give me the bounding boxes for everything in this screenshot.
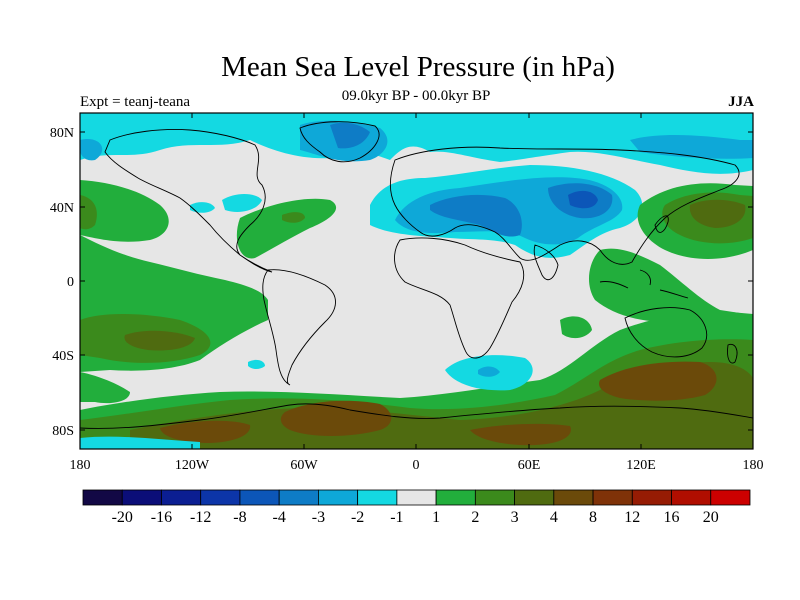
lon-label: 120W — [175, 458, 210, 473]
coastline-australia — [624, 307, 708, 358]
colorbar-label: -8 — [233, 509, 246, 526]
colorbar-label: 12 — [624, 509, 640, 526]
colorbar-label: 1 — [432, 509, 440, 526]
colorbar-label: -4 — [273, 509, 286, 526]
pressure-field — [80, 113, 753, 449]
coastline-south-america — [262, 269, 336, 386]
lat-label: 40S — [52, 349, 74, 364]
field-southern-brown-far-west — [160, 420, 251, 443]
coastline-greenland — [299, 121, 380, 163]
field-atlantic-cyan-blob — [222, 194, 262, 212]
coastline-indonesia — [599, 269, 689, 299]
field-canada-cyan-blob — [190, 202, 215, 213]
field-npacific-green — [80, 180, 169, 242]
field-wpacific-brown — [689, 199, 746, 228]
colorbar-swatch — [592, 489, 633, 506]
chart-title: Mean Sea Level Pressure (in hPa) — [221, 51, 615, 83]
coastline-north-america — [104, 129, 273, 273]
coastline-new-zealand — [727, 343, 738, 364]
coastline-india — [533, 244, 559, 281]
field-south-pacific-darkolive — [124, 330, 195, 351]
colorbar-swatch — [200, 489, 241, 506]
colorbar-swatch — [553, 489, 594, 506]
colorbar: -20 -16 -12 -8 -4 -3 -2 -1 1 2 3 4 8 12 16 20 — [82, 489, 751, 526]
field-eurasia-blue — [430, 194, 522, 237]
field-south-pacific-cyan-small — [248, 359, 265, 369]
coastline-japan — [654, 215, 669, 233]
coastline-africa — [394, 237, 525, 359]
field-central-asia-darkblue — [568, 190, 598, 209]
colorbar-swatch — [474, 489, 515, 506]
lon-label: 180 — [743, 458, 764, 473]
field-atlantic-green — [236, 198, 337, 259]
colorbar-label: -3 — [312, 509, 325, 526]
lat-label: 80N — [50, 126, 74, 141]
experiment-label: Expt = teanj-teana — [80, 94, 191, 110]
colorbar-swatch — [278, 489, 319, 506]
field-southern-brown-east — [599, 361, 717, 401]
field-southern-brown-west — [280, 400, 392, 436]
colorbar-label: 4 — [550, 509, 558, 526]
colorbar-label: 3 — [511, 509, 519, 526]
colorbar-swatch — [710, 489, 751, 506]
colorbar-label: -16 — [151, 509, 172, 526]
lon-label: 0 — [413, 458, 420, 473]
colorbar-label: -20 — [112, 509, 133, 526]
period-label: 09.0kyr BP - 00.0kyr BP — [341, 88, 491, 104]
field-southern-brown-east2 — [470, 423, 571, 446]
coastline-eurasia — [390, 146, 740, 265]
colorbar-swatch — [161, 489, 202, 506]
colorbar-swatch — [82, 489, 123, 506]
colorbar-swatch — [318, 489, 359, 506]
field-npacific-olive — [80, 195, 97, 230]
lon-label: 60W — [290, 458, 318, 473]
lon-label: 60E — [518, 458, 541, 473]
season-label: JJA — [728, 94, 754, 110]
coastlines — [80, 121, 753, 429]
colorbar-label: -1 — [390, 509, 403, 526]
lat-label: 40N — [50, 201, 74, 216]
field-indian-ocean-lightblue — [478, 366, 500, 377]
field-antarctic-cyan — [80, 436, 200, 449]
colorbar-swatch — [631, 489, 672, 506]
colorbar-label: 16 — [664, 509, 680, 526]
colorbar-swatch — [671, 489, 712, 506]
colorbar-label: -12 — [190, 509, 211, 526]
field-south-pacific-green-left — [80, 372, 130, 404]
colorbar-swatch — [357, 489, 398, 506]
field-atlantic-olive — [282, 212, 305, 223]
field-maritime-green — [588, 248, 753, 330]
latitude-axis: 80N 40N 0 40S 80S — [50, 126, 753, 439]
colorbar-label: 2 — [471, 509, 479, 526]
field-greenland-blue — [330, 122, 370, 149]
longitude-axis: 180 120W 60W 0 60E 120E 180 — [70, 113, 764, 473]
field-africa-green-east — [560, 316, 592, 339]
colorbar-label: -2 — [351, 509, 364, 526]
colorbar-swatch — [121, 489, 162, 506]
colorbar-label: 8 — [589, 509, 597, 526]
colorbar-swatch — [514, 489, 555, 506]
colorbar-swatch — [239, 489, 280, 506]
field-pacific-cyan — [80, 139, 103, 161]
lon-label: 180 — [70, 458, 91, 473]
colorbar-label: 20 — [703, 509, 719, 526]
lon-label: 120E — [626, 458, 656, 473]
coastline-antarctica — [80, 403, 753, 429]
lat-label: 80S — [52, 424, 74, 439]
colorbar-swatch — [396, 489, 437, 506]
lat-label: 0 — [67, 275, 74, 290]
colorbar-swatch — [435, 489, 476, 506]
field-arctic-cyan — [80, 113, 753, 174]
